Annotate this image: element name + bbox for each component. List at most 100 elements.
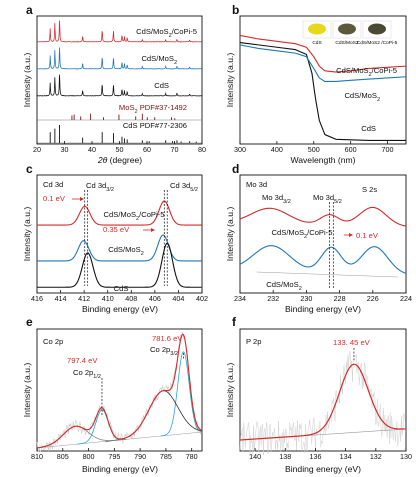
peak-label-mo3d32: Mo 3d3/2 (262, 193, 291, 205)
series-label-a-cds-mos2-copi: CdS/MoS2/CoPi-5 (136, 27, 197, 39)
uvvis-curve-2 (239, 44, 407, 83)
plot-frame-e (36, 328, 203, 452)
traces-c (37, 190, 202, 288)
x-tick-label-a-20: 20 (33, 145, 41, 154)
reference-label-mos2: MoS2 PDF#37-1492 (119, 103, 187, 115)
peak-label-mo3d52: Mo 3d5/2 (313, 193, 342, 205)
panel-d: d 234 232 230 228 226 224 Binding energy (eV)… (225, 162, 412, 314)
panel-label-c: c (26, 162, 33, 176)
plot-frame-b (239, 15, 407, 145)
y-axis-label-e: Intensity (a.u.) (22, 363, 32, 418)
x-axis-label-e: Binding energy (eV) (82, 464, 158, 474)
traces-f (239, 348, 407, 457)
panel-label-b: b (232, 3, 239, 17)
series-label-b-cds-mos2-copi: CdS/MoS2/CoPi-5 (336, 66, 397, 78)
x-tick-label-a-40: 40 (88, 145, 96, 154)
cd3d-spectrum-1 (37, 234, 202, 262)
peak-label-cd3d52: Cd 3d5/2 (170, 181, 198, 193)
mo3d-spectrum-1 (239, 245, 407, 274)
x-tick-label-b-700: 700 (382, 145, 394, 154)
shift-annotation-0-1ev: 0.1 eV (43, 194, 66, 203)
xrd-pattern-0 (36, 20, 202, 43)
x-tick-label-f-132: 132 (370, 452, 382, 461)
cd3d-spectrum-0 (37, 200, 202, 226)
x-ticks-d: 234 232 230 228 226 224 (234, 290, 412, 303)
traces-e (36, 331, 203, 453)
x-tick-label-f-138: 138 (279, 452, 291, 461)
peak-value-797-4: 797.4 eV (67, 356, 98, 365)
p2p-raw-data (239, 351, 406, 457)
x-tick-label-e-800: 800 (83, 452, 95, 461)
mo3d-background-line (256, 271, 398, 278)
panel-label-a: a (26, 3, 33, 17)
series-label-b-cds: CdS (361, 124, 376, 133)
x-tick-label-d-232: 232 (267, 294, 279, 303)
y-axis-label-f: Intensity (a.u.) (225, 363, 235, 418)
series-label-d-cds-mos2-copi: CdS/MoS2/CoPi-5 (272, 228, 333, 240)
x-ticks-b: 300 400 500 600 700 (234, 141, 394, 154)
series-label-c-cds-mos2-copi: CdS/MoS2/CoPi-5 (104, 210, 165, 222)
series-label-c-cds: CdS (114, 284, 129, 293)
panel-b: b 300 400 500 600 700 Wavelength (nm) Intens… (225, 3, 407, 165)
panel-a: a 20 30 40 50 60 70 80 2θ (degree) Intensity (… (22, 3, 206, 165)
x-tick-label-c-414: 414 (55, 294, 67, 303)
x-tick-label-c-410: 410 (102, 294, 114, 303)
y-axis-label-b: Intensity (a.u.) (225, 53, 235, 108)
x-tick-label-a-80: 80 (198, 145, 206, 154)
inset-cds-mos2-powder (338, 23, 356, 35)
x-axis-label-a: 2θ (degree) (97, 155, 142, 165)
x-tick-label-b-400: 400 (271, 145, 283, 154)
shift-arrowhead-c1 (80, 197, 84, 201)
x-tick-label-f-130: 130 (400, 452, 412, 461)
x-tick-label-d-226: 226 (367, 294, 379, 303)
plot-frame-d (239, 174, 407, 294)
x-tick-label-c-416: 416 (31, 294, 43, 303)
x-tick-label-c-402: 402 (196, 294, 208, 303)
series-label-a-cds: CdS (154, 81, 169, 90)
sample-photo-insets: CdS CdS/MoS2 CdS/MoS2 /CoPi-5 (302, 20, 398, 46)
x-tick-label-b-600: 600 (345, 145, 357, 154)
xrd-pattern-1 (36, 47, 202, 70)
reference-label-cds: CdS PDF#77-2306 (123, 121, 187, 130)
core-level-title-d: Mo 3d (246, 180, 267, 189)
x-tick-label-e-790: 790 (134, 452, 146, 461)
x-tick-label-d-234: 234 (234, 294, 246, 303)
panel-f: f 140 138 136 134 132 130 Binding energy (eV)… (225, 315, 412, 474)
peak-label-s2s: S 2s (362, 185, 377, 194)
x-tick-label-d-224: 224 (400, 294, 412, 303)
x-tick-label-f-134: 134 (340, 452, 352, 461)
x-tick-label-e-810: 810 (31, 452, 43, 461)
plot-frame-c (36, 174, 203, 294)
core-level-title-e: Co 2p (43, 337, 63, 346)
shift-arrowhead-c2 (151, 228, 155, 232)
x-tick-label-e-795: 795 (108, 452, 120, 461)
uvvis-curve-0 (239, 34, 407, 73)
x-tick-label-e-785: 785 (160, 452, 172, 461)
uvvis-curve-1 (239, 41, 406, 142)
x-tick-label-e-805: 805 (57, 452, 69, 461)
core-level-title-f: P 2p (246, 337, 261, 346)
x-tick-label-b-300: 300 (234, 145, 246, 154)
co2p-envelope (36, 333, 202, 449)
x-axis-label-c: Binding energy (eV) (82, 304, 158, 314)
x-ticks-c: 416 414 412 410 408 406 404 402 (31, 290, 208, 303)
x-tick-label-f-140: 140 (249, 452, 261, 461)
x-tick-label-a-50: 50 (116, 145, 124, 154)
core-level-title-c: Cd 3d (43, 180, 63, 189)
x-axis-label-f: Binding energy (eV) (285, 464, 361, 474)
peak-label-cd3d32: Cd 3d3/2 (86, 181, 114, 193)
plot-frame-f (239, 328, 407, 452)
shift-arrowhead-d (349, 233, 353, 237)
traces-d (239, 202, 407, 288)
mo3d-spectrum-0 (239, 206, 407, 227)
series-label-c-cds-mos2: CdS/MoS2 (108, 245, 144, 257)
x-tick-label-e-780: 780 (186, 452, 198, 461)
peak-label-co2p12: Co 2p1/2 (73, 368, 101, 380)
cd3d-spectrum-2 (37, 242, 202, 288)
shift-annotation-d: 0.1 eV (356, 231, 379, 240)
series-label-d-cds-mos2: CdS/MoS2 (266, 280, 302, 292)
x-axis-label-b: Wavelength (nm) (290, 155, 355, 165)
series-label-b-cds-mos2: CdS/MoS2 (344, 91, 380, 103)
y-axis-label-c: Intensity (a.u.) (22, 207, 32, 262)
